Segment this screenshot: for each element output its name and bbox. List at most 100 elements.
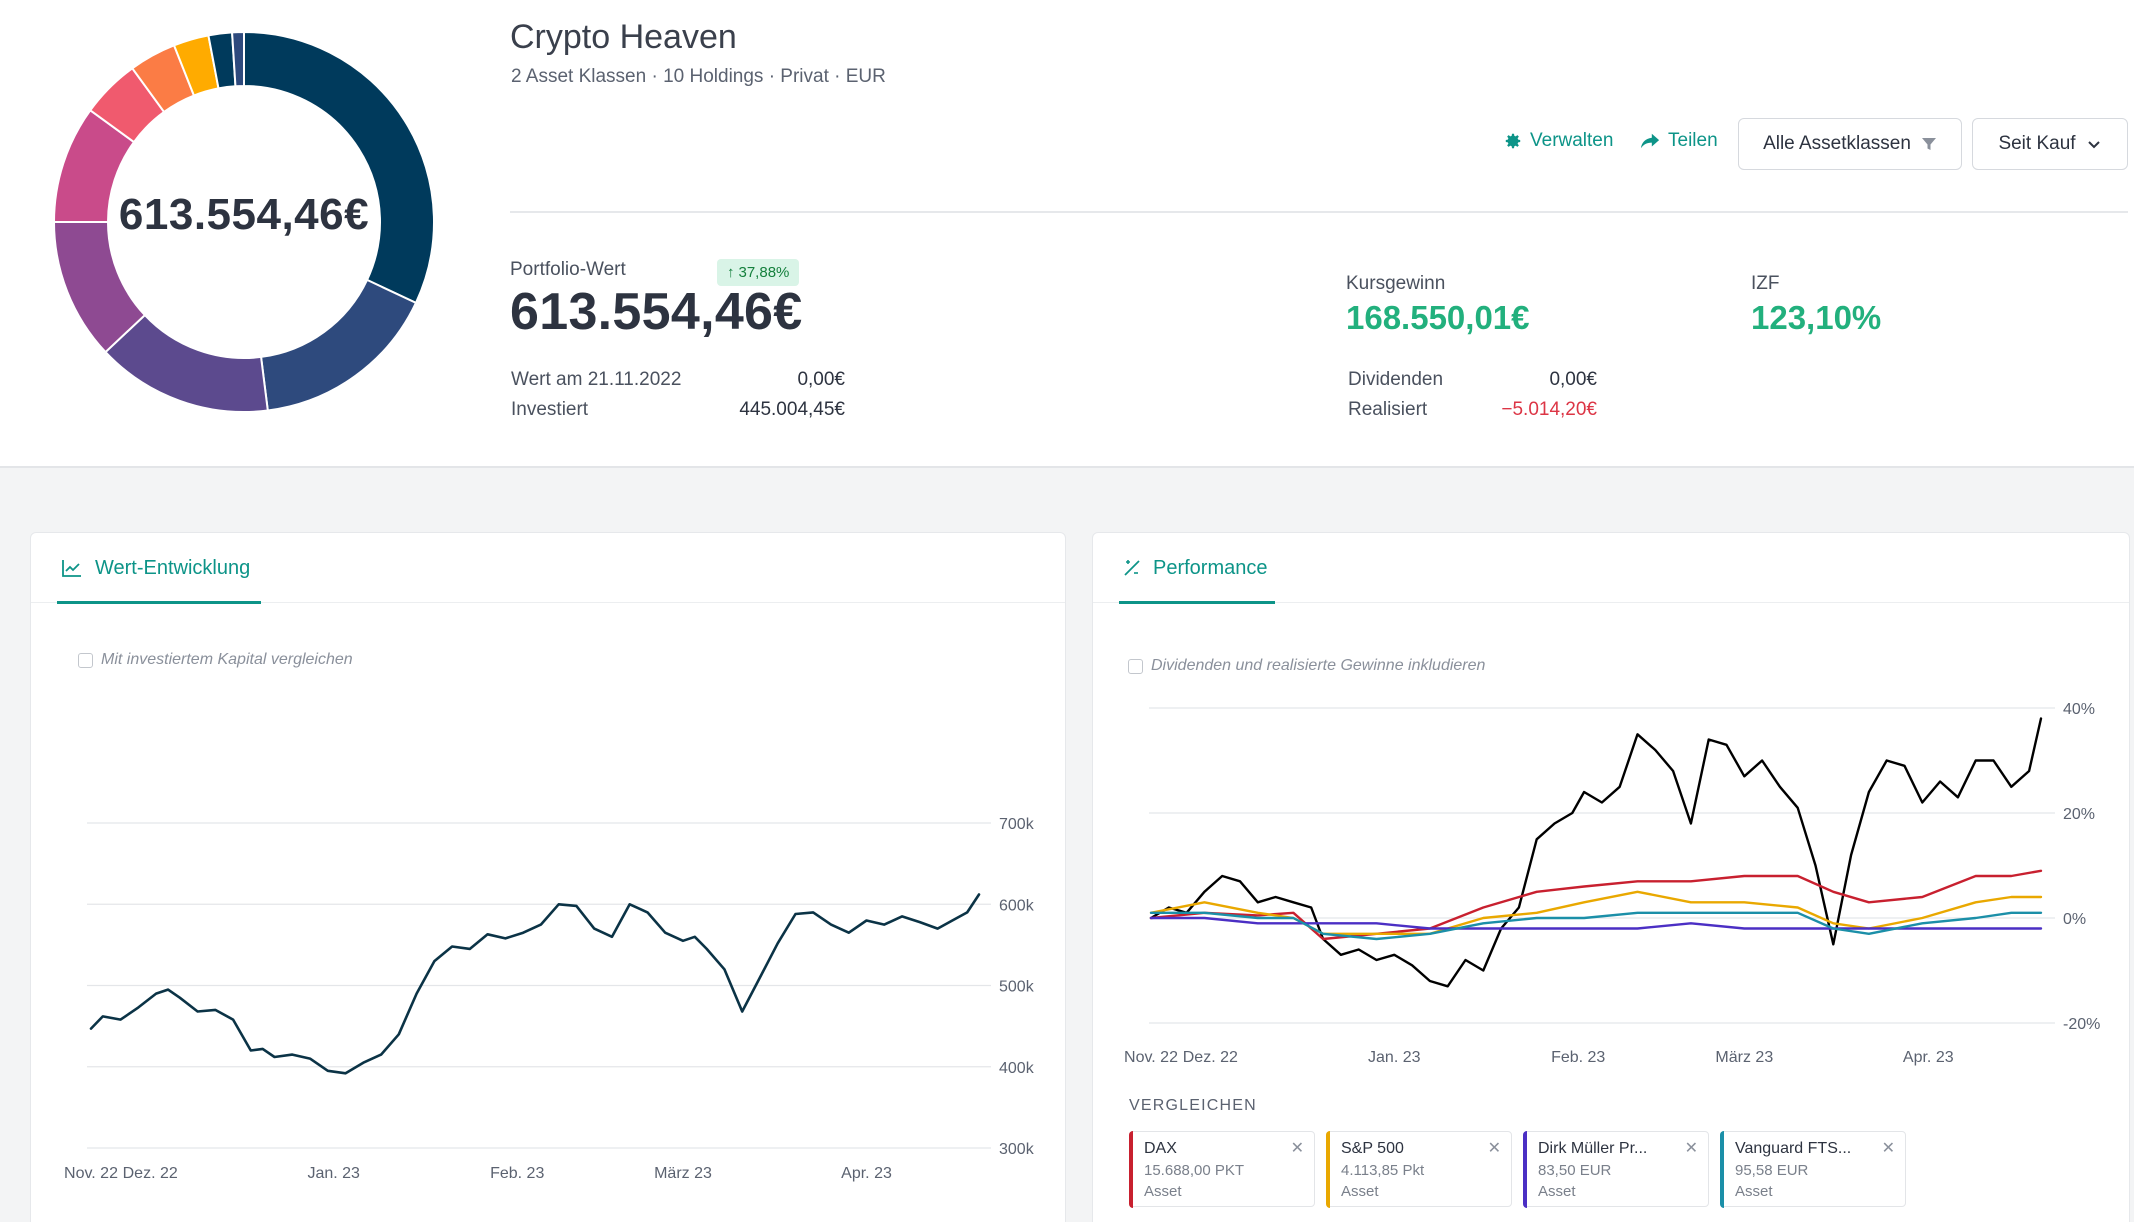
header-divider [510, 211, 2128, 213]
portfolio-subtitle: 2 Asset Klassen · 10 Holdings · Privat ·… [511, 66, 886, 87]
compare-value: 95,58 EUR [1735, 1162, 1809, 1179]
compare-name: DAX [1144, 1140, 1177, 1157]
compare-chip-vanguard[interactable]: Vanguard FTS... 95,58 EUR Asset ✕ [1719, 1130, 1906, 1208]
close-icon[interactable]: ✕ [1487, 1140, 1501, 1157]
checkbox-box[interactable] [78, 652, 93, 668]
share-arrow-icon [1640, 133, 1660, 149]
realized-label: Realisiert [1348, 399, 1428, 420]
active-tab-indicator [57, 600, 261, 604]
value-at-label: Wert am 21.11.2022 [511, 369, 682, 390]
dividends-label: Dividenden [1348, 369, 1444, 390]
irr-label: IZF [1751, 273, 1780, 294]
x-tick-label: Apr. 23 [1903, 1049, 1954, 1066]
compare-chip-dax[interactable]: DAX 15.688,00 PKT Asset ✕ [1128, 1130, 1315, 1208]
performance-line-chart[interactable]: 40% 20% 0% -20% Nov. 22 Dez. 22 Jan. 23 Feb. 23… [1093, 683, 2131, 1093]
gear-icon [1505, 133, 1521, 149]
close-icon[interactable]: ✕ [1684, 1140, 1698, 1157]
compare-color-bar [1719, 1130, 1724, 1208]
x-tick-label: Apr. 23 [841, 1165, 892, 1182]
y-tick-label: 600k [999, 897, 1035, 914]
donut-segment[interactable] [231, 30, 245, 88]
y-tick-label: 700k [999, 816, 1035, 833]
compare-chip-sp500[interactable]: S&P 500 4.113,85 Pkt Asset ✕ [1325, 1130, 1512, 1208]
compare-value: 83,50 EUR [1538, 1162, 1612, 1179]
portfolio-value: 613.554,46€ [510, 283, 803, 341]
tab-performance[interactable]: Performance [1123, 533, 1268, 603]
compare-value: 4.113,85 Pkt [1341, 1162, 1425, 1179]
x-tick-label: Dez. 22 [123, 1165, 178, 1182]
y-tick-label: 20% [2063, 806, 2095, 823]
line-chart-icon [62, 560, 81, 577]
compare-color-bar [1522, 1130, 1527, 1208]
tab-value-development-label: Wert-Entwicklung [95, 556, 251, 579]
x-tick-label: Nov. 22 [64, 1165, 118, 1182]
dividends-value: 0,00€ [1549, 369, 1597, 390]
value-line-chart[interactable]: 700k 600k 500k 400k 300k Nov. 22 Dez. 22 Jan. 2… [31, 673, 1067, 1193]
series-line-1[interactable] [1149, 869, 2043, 941]
gain-value: 168.550,01€ [1346, 299, 1530, 336]
filter-icon [1921, 138, 1936, 150]
tab-value-development[interactable]: Wert-Entwicklung [61, 533, 250, 603]
compare-invested-checkbox[interactable]: Mit investiertem Kapital vergleichen [78, 651, 353, 669]
manage-button[interactable]: Verwalten [1504, 130, 1613, 152]
compare-type: Asset [1735, 1183, 1773, 1200]
active-tab-indicator [1119, 600, 1275, 604]
checkbox-box[interactable] [1128, 658, 1143, 674]
asset-class-filter[interactable]: Alle Assetklassen [1738, 118, 1962, 170]
tab-performance-label: Performance [1153, 556, 1268, 579]
donut-segment[interactable] [243, 30, 435, 305]
compare-type: Asset [1341, 1183, 1379, 1200]
period-select[interactable]: Seit Kauf [1972, 118, 2128, 170]
portfolio-header: 613.554,46€ Crypto Heaven 2 Asset Klasse… [0, 0, 2134, 468]
share-button[interactable]: Teilen [1640, 130, 1718, 152]
x-tick-label: Feb. 23 [490, 1165, 544, 1182]
compare-color-bar [1128, 1130, 1133, 1208]
series-line-4[interactable] [1149, 911, 2043, 941]
x-tick-label: Jan. 23 [307, 1165, 360, 1182]
compare-name: Dirk Müller Pr... [1538, 1140, 1648, 1157]
include-dividends-checkbox[interactable]: Dividenden und realisierte Gewinne inklu… [1128, 657, 1485, 675]
portfolio-value-label: Portfolio-Wert [510, 259, 626, 280]
series-line-0[interactable] [89, 893, 981, 1075]
series-line-0[interactable] [1149, 717, 2043, 988]
y-tick-label: 300k [999, 1141, 1035, 1158]
x-tick-label: Dez. 22 [1183, 1049, 1238, 1066]
include-dividends-label: Dividenden und realisierte Gewinne inklu… [1151, 657, 1486, 674]
x-tick-label: Jan. 23 [1368, 1049, 1421, 1066]
compare-title: VERGLEICHEN [1129, 1097, 1257, 1114]
chevron-down-icon [2087, 141, 2100, 149]
value-at-value: 0,00€ [797, 369, 845, 390]
donut-segment[interactable] [259, 278, 418, 412]
allocation-donut-chart[interactable] [42, 20, 446, 424]
close-icon[interactable]: ✕ [1290, 1140, 1304, 1157]
compare-type: Asset [1538, 1183, 1576, 1200]
realized-value: −5.014,20€ [1501, 399, 1597, 420]
performance-card: Performance Dividenden und realisierte G… [1092, 532, 2130, 1222]
page-title: Crypto Heaven [510, 18, 737, 56]
gain-label: Kursgewinn [1346, 273, 1446, 294]
donut-center-value: 613.554,46€ [118, 190, 370, 239]
change-badge: ↑ 37,88% [717, 259, 800, 286]
y-tick-label: 400k [999, 1060, 1035, 1077]
x-tick-label: Nov. 22 [1124, 1049, 1178, 1066]
compare-invested-label: Mit investiertem Kapital vergleichen [101, 651, 353, 668]
share-label: Teilen [1668, 130, 1718, 151]
change-badge-value: 37,88% [738, 264, 790, 281]
value-card-header: Wert-Entwicklung [31, 533, 1065, 604]
close-icon[interactable]: ✕ [1881, 1140, 1895, 1157]
y-tick-label: 0% [2063, 911, 2086, 928]
invested-value: 445.004,45€ [739, 399, 845, 420]
compare-color-bar [1325, 1130, 1330, 1208]
period-select-label: Seit Kauf [1998, 133, 2076, 154]
series-line-3[interactable] [1149, 916, 2043, 930]
compare-name: S&P 500 [1341, 1140, 1404, 1157]
compare-value: 15.688,00 PKT [1144, 1162, 1245, 1179]
x-tick-label: März 23 [1715, 1049, 1773, 1066]
compare-chip-dirk-mueller[interactable]: Dirk Müller Pr... 83,50 EUR Asset ✕ [1522, 1130, 1709, 1208]
y-tick-label: -20% [2063, 1016, 2100, 1033]
value-development-card: Wert-Entwicklung Mit investiertem Kapita… [30, 532, 1066, 1222]
x-tick-label: Feb. 23 [1551, 1049, 1605, 1066]
irr-value: 123,10% [1751, 299, 1882, 336]
compare-type: Asset [1144, 1183, 1182, 1200]
y-tick-label: 40% [2063, 701, 2095, 718]
